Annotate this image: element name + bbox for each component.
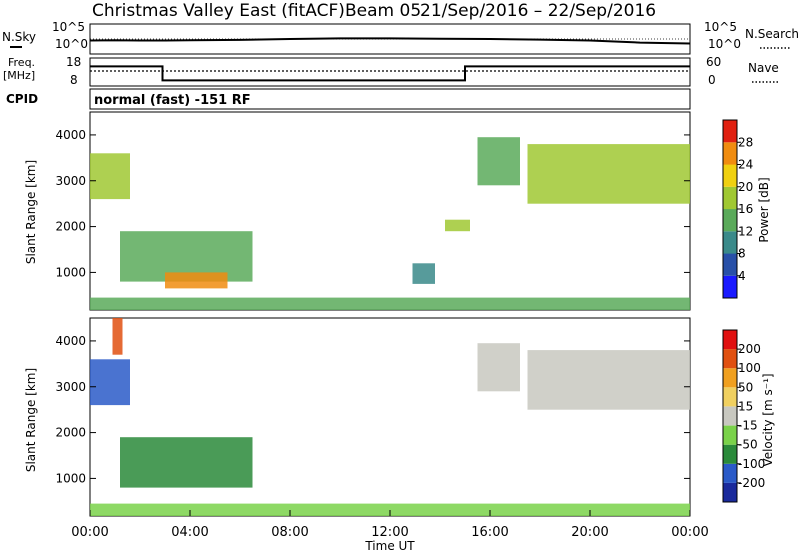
time-axis: 00:00 04:00 08:00 12:00 16:00 20:00 00:00	[71, 510, 709, 540]
cpid-text: normal (fast) -151 RF	[94, 93, 251, 108]
time-tick-label: 00:00	[671, 525, 708, 540]
vel-cbar-swatch	[723, 406, 737, 426]
vel-cbar-swatch	[723, 387, 737, 407]
freq-left-tick-top: 18	[66, 55, 81, 69]
noise-right-tick-bottom: 10^0	[708, 37, 741, 51]
noise-sky-line	[89, 37, 691, 45]
power-colorbar: 4 8 12 16 20 24 28	[722, 119, 753, 299]
velocity-ylabel: Slant Range [km]	[24, 368, 38, 472]
power-regions-region-0	[90, 153, 130, 200]
vel-yticks-label: 2000	[55, 426, 86, 440]
vel-cbar-label: -100	[738, 457, 765, 471]
time-tick-label: 04:00	[171, 525, 208, 540]
freq-line	[90, 65, 690, 82]
power-ylabel: Slant Range [km]	[24, 160, 38, 264]
time-tick-label: 08:00	[271, 525, 308, 540]
vel-cbar-swatch	[723, 330, 737, 350]
vel-cbar-swatch	[723, 463, 737, 483]
power-data	[90, 137, 690, 310]
vel-cbar-label: 100	[738, 361, 761, 375]
power-regions-region-4	[445, 219, 470, 232]
time-tick-label: 12:00	[371, 525, 408, 540]
vel-regions-region-2	[120, 437, 253, 488]
vel-cbar-swatch	[723, 368, 737, 388]
velocity-data	[90, 318, 690, 516]
freq-panel: Freq. [MHz] 18 8 60 0 Nave	[3, 55, 779, 87]
vel-yticks-label: 1000	[55, 471, 86, 485]
cpid-panel: CPID normal (fast) -151 RF	[6, 88, 691, 110]
power-yticks-label: 2000	[55, 220, 86, 234]
vel-cbar-swatch	[723, 425, 737, 445]
time-tick-label: 00:00	[71, 525, 108, 540]
vel-cbar-frame	[722, 329, 738, 503]
power-cbar-label: 24	[738, 158, 753, 172]
freq-left-label-2: [MHz]	[3, 69, 35, 82]
velocity-colorbar: 200 100 50 15 -15 -50 -100 -200	[722, 329, 765, 503]
freq-left-tick-bottom: 8	[70, 73, 78, 87]
power-cbar-swatch	[723, 120, 737, 143]
power-cbar-swatch	[723, 253, 737, 276]
noise-left-label: N.Sky	[2, 30, 36, 44]
power-cbar-label: 16	[738, 202, 753, 216]
time-tick-label: 20:00	[571, 525, 608, 540]
power-regions-region-3	[412, 263, 435, 284]
power-regions-region-2	[165, 272, 228, 289]
cpid-label: CPID	[6, 92, 38, 106]
power-cbar-label: 20	[738, 180, 753, 194]
power-cbar-swatch	[723, 164, 737, 187]
power-colorbar-label: Power [dB]	[757, 177, 771, 242]
power-cbar-swatch	[723, 209, 737, 232]
vel-cbar-label: -200	[738, 476, 765, 490]
beam-title: Beam 05	[345, 1, 421, 21]
power-cbar-label: 28	[738, 135, 753, 149]
freq-right-tick-bottom: 0	[708, 73, 716, 87]
power-cbar-label: 4	[738, 269, 746, 283]
vel-cbar-swatch	[723, 349, 737, 369]
vel-regions-region-3	[477, 343, 520, 392]
vel-cbar-label: -50	[738, 438, 758, 452]
power-panel: 1000 2000 3000 4000 Slant Range [km] 4 8 12 16…	[24, 111, 771, 311]
power-cbar-label: 8	[738, 247, 746, 261]
vel-regions-region-0	[90, 359, 130, 406]
power-yticks-label: 1000	[55, 265, 86, 279]
freq-right-tick-top: 60	[706, 55, 721, 69]
date-title: 21/Sep/2016 – 22/Sep/2016	[420, 1, 656, 21]
nave-label: Nave	[748, 61, 779, 75]
power-cbar-swatch	[723, 275, 737, 299]
vel-regions-region-4	[527, 350, 690, 410]
power-regions-region-7	[90, 297, 690, 310]
vel-regions-region-1	[112, 318, 123, 355]
power-yticks-label: 4000	[55, 128, 86, 142]
velocity-panel: 1000 2000 3000 4000 Slant Range [km] 200 100…	[24, 317, 775, 517]
noise-left-tick-bottom: 10^0	[55, 37, 88, 51]
vel-yticks-label: 3000	[55, 380, 86, 394]
vel-cbar-label: 15	[738, 399, 753, 413]
power-regions-region-5	[477, 137, 520, 186]
noise-right-label: N.Search	[745, 27, 799, 41]
vel-cbar-swatch	[723, 482, 737, 502]
power-cbar-swatch	[723, 231, 737, 254]
power-cbar-swatch	[723, 142, 737, 165]
noise-panel: N.Sky 10^5 10^0 10^5 10^0 N.Search	[2, 20, 799, 55]
vel-yticks-label: 4000	[55, 334, 86, 348]
noise-left-tick-top: 10^5	[52, 20, 85, 34]
noise-right-tick-top: 10^5	[704, 20, 737, 34]
vel-regions-region-5	[90, 503, 690, 516]
vel-cbar-swatch	[723, 444, 737, 464]
vel-cbar-label: 50	[738, 380, 753, 394]
vel-cbar-label: 200	[738, 342, 761, 356]
power-regions-region-6	[527, 144, 690, 204]
vel-cbar-label: -15	[738, 419, 758, 433]
freq-left-label-1: Freq.	[8, 56, 35, 69]
time-tick-label: 16:00	[471, 525, 508, 540]
station-title: Christmas Valley East (fitACF)	[92, 1, 345, 21]
power-cbar-label: 12	[738, 224, 753, 238]
power-yticks-label: 3000	[55, 174, 86, 188]
power-cbar-swatch	[723, 186, 737, 210]
time-axis-label: Time UT	[364, 539, 415, 553]
velocity-colorbar-label: Velocity [m s⁻¹]	[761, 373, 775, 466]
